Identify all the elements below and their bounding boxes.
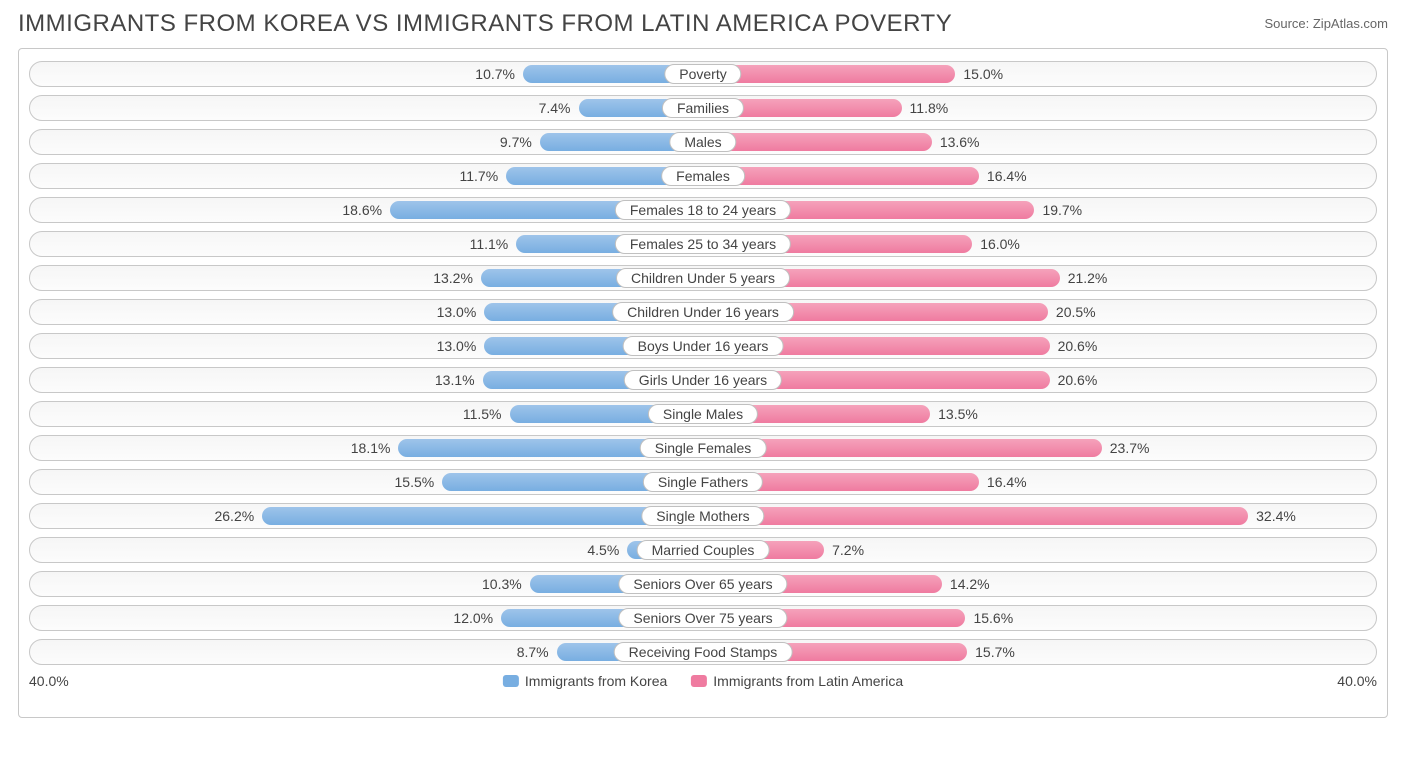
chart-row: 11.5% 13.5% Single Males (29, 401, 1377, 427)
chart-row: 10.7% 15.0% Poverty (29, 61, 1377, 87)
chart-row: 13.1% 20.6% Girls Under 16 years (29, 367, 1377, 393)
chart-row: 13.0% 20.6% Boys Under 16 years (29, 333, 1377, 359)
chart-row: 13.2% 21.2% Children Under 5 years (29, 265, 1377, 291)
chart-row: 11.7% 16.4% Females (29, 163, 1377, 189)
value-right: 20.5% (1056, 300, 1096, 324)
bar-left (262, 507, 703, 525)
category-label: Children Under 16 years (612, 302, 794, 322)
value-right: 14.2% (950, 572, 990, 596)
value-left: 10.7% (475, 62, 515, 86)
category-label: Receiving Food Stamps (614, 642, 793, 662)
legend-swatch-left (503, 675, 519, 687)
category-label: Married Couples (637, 540, 770, 560)
legend-item-left: Immigrants from Korea (503, 673, 667, 689)
category-label: Females 25 to 34 years (615, 234, 791, 254)
chart-row: 26.2% 32.4% Single Mothers (29, 503, 1377, 529)
chart-row: 7.4% 11.8% Families (29, 95, 1377, 121)
chart-row: 9.7% 13.6% Males (29, 129, 1377, 155)
value-right: 20.6% (1058, 334, 1098, 358)
value-right: 23.7% (1110, 436, 1150, 460)
chart-footer: 40.0% 40.0% Immigrants from Korea Immigr… (29, 673, 1377, 693)
value-right: 7.2% (832, 538, 864, 562)
chart-row: 13.0% 20.5% Children Under 16 years (29, 299, 1377, 325)
bar-right (703, 507, 1248, 525)
value-right: 15.6% (973, 606, 1013, 630)
value-left: 26.2% (214, 504, 254, 528)
legend-label-right: Immigrants from Latin America (713, 673, 903, 689)
category-label: Single Mothers (641, 506, 764, 526)
chart-row: 12.0% 15.6% Seniors Over 75 years (29, 605, 1377, 631)
value-left: 13.1% (435, 368, 475, 392)
category-label: Girls Under 16 years (624, 370, 782, 390)
value-left: 8.7% (517, 640, 549, 664)
chart-row: 4.5% 7.2% Married Couples (29, 537, 1377, 563)
source-prefix: Source: (1264, 16, 1312, 31)
value-left: 11.7% (459, 164, 498, 188)
value-right: 21.2% (1068, 266, 1108, 290)
category-label: Seniors Over 65 years (618, 574, 787, 594)
category-label: Single Males (648, 404, 758, 424)
value-left: 9.7% (500, 130, 532, 154)
legend-swatch-right (691, 675, 707, 687)
value-right: 19.7% (1042, 198, 1082, 222)
category-label: Females (661, 166, 745, 186)
axis-max-left: 40.0% (29, 673, 69, 689)
value-left: 18.6% (342, 198, 382, 222)
chart-legend: Immigrants from Korea Immigrants from La… (503, 673, 903, 689)
value-right: 16.4% (987, 164, 1027, 188)
category-label: Males (669, 132, 736, 152)
value-left: 4.5% (587, 538, 619, 562)
value-left: 13.0% (437, 300, 477, 324)
category-label: Poverty (664, 64, 741, 84)
chart-row: 11.1% 16.0% Females 25 to 34 years (29, 231, 1377, 257)
value-right: 11.8% (910, 96, 949, 120)
value-left: 10.3% (482, 572, 522, 596)
category-label: Seniors Over 75 years (618, 608, 787, 628)
value-right: 16.0% (980, 232, 1020, 256)
category-label: Families (662, 98, 744, 118)
value-right: 13.5% (938, 402, 978, 426)
chart-row: 15.5% 16.4% Single Fathers (29, 469, 1377, 495)
category-label: Females 18 to 24 years (615, 200, 791, 220)
value-left: 11.1% (470, 232, 509, 256)
chart-row: 18.6% 19.7% Females 18 to 24 years (29, 197, 1377, 223)
diverging-bar-chart: 10.7% 15.0% Poverty 7.4% 11.8% Families 9.7% 13… (18, 48, 1388, 718)
value-right: 32.4% (1256, 504, 1296, 528)
chart-header: IMMIGRANTS FROM KOREA VS IMMIGRANTS FROM… (18, 10, 1388, 38)
chart-row: 8.7% 15.7% Receiving Food Stamps (29, 639, 1377, 665)
category-label: Boys Under 16 years (623, 336, 784, 356)
value-left: 7.4% (539, 96, 571, 120)
axis-max-right: 40.0% (1337, 673, 1377, 689)
value-left: 15.5% (395, 470, 435, 494)
category-label: Single Females (640, 438, 767, 458)
category-label: Children Under 5 years (616, 268, 790, 288)
chart-title: IMMIGRANTS FROM KOREA VS IMMIGRANTS FROM… (18, 10, 952, 38)
value-left: 13.0% (437, 334, 477, 358)
value-right: 15.0% (963, 62, 1003, 86)
value-left: 12.0% (453, 606, 493, 630)
category-label: Single Fathers (643, 472, 763, 492)
value-right: 13.6% (940, 130, 980, 154)
legend-label-left: Immigrants from Korea (525, 673, 667, 689)
chart-row: 10.3% 14.2% Seniors Over 65 years (29, 571, 1377, 597)
chart-row: 18.1% 23.7% Single Females (29, 435, 1377, 461)
value-left: 18.1% (351, 436, 391, 460)
value-right: 15.7% (975, 640, 1015, 664)
value-left: 13.2% (433, 266, 473, 290)
legend-item-right: Immigrants from Latin America (691, 673, 903, 689)
value-right: 16.4% (987, 470, 1027, 494)
chart-source: Source: ZipAtlas.com (1264, 16, 1388, 31)
value-right: 20.6% (1058, 368, 1098, 392)
bar-right (703, 133, 932, 151)
value-left: 11.5% (463, 402, 502, 426)
source-name: ZipAtlas.com (1313, 16, 1388, 31)
